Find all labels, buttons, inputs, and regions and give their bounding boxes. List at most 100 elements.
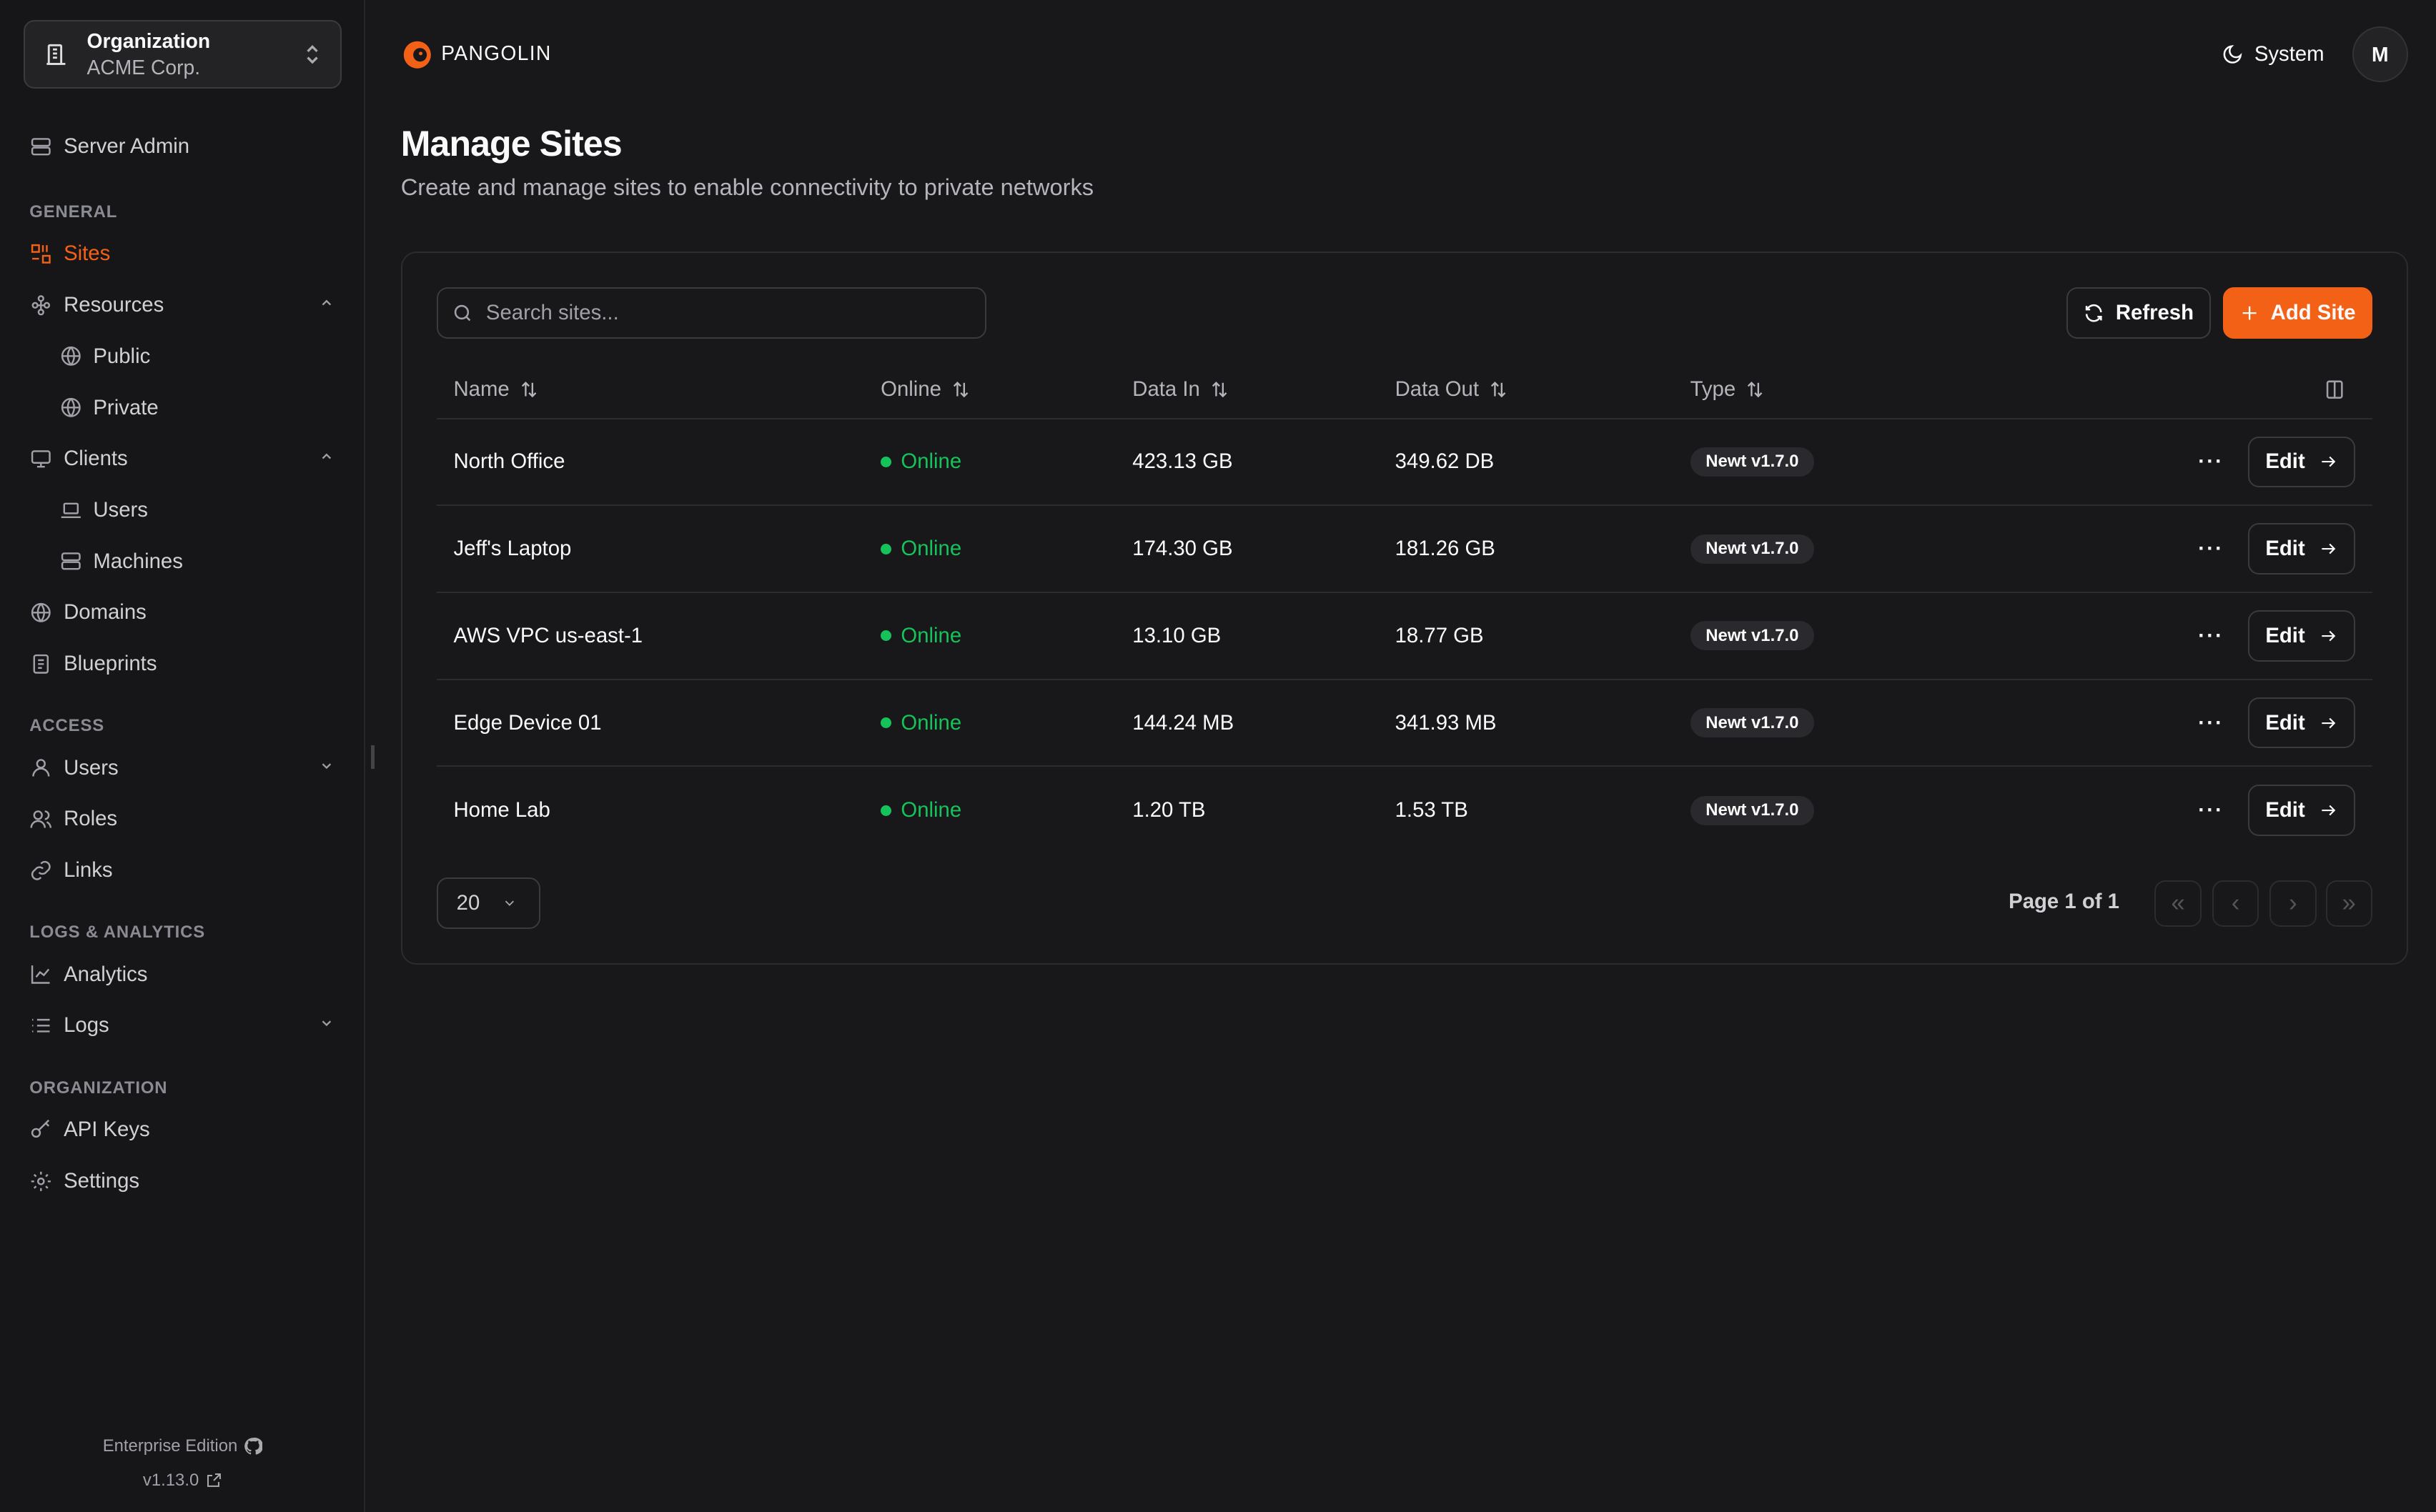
search-field[interactable]: [436, 287, 986, 339]
table-row: AWS VPC us-east-1 Online 13.10 GB 18.77 GB N…: [436, 593, 2372, 680]
sidebar-item-resources[interactable]: Resources: [0, 279, 365, 331]
blueprint-icon: [29, 652, 53, 676]
more-actions-icon[interactable]: ···: [2198, 798, 2224, 822]
next-page-button[interactable]: ›: [2269, 880, 2317, 927]
data-out: 1.53 TB: [1395, 798, 1468, 822]
edition-link[interactable]: Enterprise Edition: [0, 1436, 365, 1456]
refresh-button[interactable]: Refresh: [2066, 287, 2211, 339]
user-icon: [29, 756, 53, 780]
more-actions-icon[interactable]: ···: [2198, 537, 2224, 561]
section-heading: ORGANIZATION: [29, 1078, 168, 1098]
prev-page-button[interactable]: ‹: [2212, 880, 2259, 927]
org-name: ACME Corp.: [86, 56, 201, 79]
server-icon: [59, 549, 83, 573]
building-icon: [44, 42, 69, 67]
sidebar-item-settings[interactable]: Settings: [0, 1155, 365, 1207]
sidebar-item-users[interactable]: Users: [0, 742, 365, 794]
sidebar-item-analytics[interactable]: Analytics: [0, 949, 365, 1000]
type-cell: Newt v1.7.0: [1690, 621, 1815, 651]
status-label: Online: [901, 537, 962, 561]
site-name: Jeff's Laptop: [453, 537, 572, 561]
column-header[interactable]: Name: [453, 377, 539, 402]
chevron-up-icon[interactable]: [319, 449, 335, 464]
column-header[interactable]: Data Out: [1395, 377, 1509, 402]
status-label: Online: [901, 449, 962, 474]
first-page-button[interactable]: «: [2154, 880, 2202, 927]
brand[interactable]: PANGOLIN: [401, 37, 552, 70]
column-header[interactable]: Online: [881, 377, 971, 402]
sidebar-item-api-keys[interactable]: API Keys: [0, 1104, 365, 1155]
data-in: 144.24 MB: [1132, 710, 1234, 735]
edit-button[interactable]: Edit: [2247, 523, 2355, 575]
plus-icon: [2239, 303, 2259, 323]
add-site-button[interactable]: Add Site: [2223, 287, 2372, 339]
chart-icon: [29, 963, 53, 986]
sidebar-item-roles[interactable]: Roles: [0, 794, 365, 845]
column-label: Data Out: [1395, 377, 1479, 402]
sidebar-item-server-admin[interactable]: Server Admin: [0, 121, 365, 173]
status-dot: [881, 456, 892, 468]
sites-card: Refresh Add Site Name Online Data In Data O…: [400, 252, 2408, 965]
type-cell: Newt v1.7.0: [1690, 708, 1815, 738]
chevron-down-icon: [502, 895, 518, 911]
table-row: North Office Online 423.13 GB 349.62 DB Newt…: [436, 419, 2372, 507]
page-size-select[interactable]: 20: [436, 877, 541, 929]
chevron-down-icon[interactable]: [319, 1015, 335, 1031]
user-avatar[interactable]: M: [2352, 26, 2408, 83]
sidebar-item-sites[interactable]: Sites: [0, 228, 365, 279]
status-dot: [881, 805, 892, 816]
site-name: Home Lab: [453, 798, 550, 822]
edit-button[interactable]: Edit: [2247, 436, 2355, 488]
sidebar-item-label: Users: [93, 497, 148, 522]
status-dot: [881, 717, 892, 729]
sidebar-item-label: Roles: [64, 807, 118, 831]
status-cell: Online: [881, 449, 961, 474]
sidebar-item-links[interactable]: Links: [0, 845, 365, 896]
data-out: 181.26 GB: [1395, 537, 1495, 561]
version-link[interactable]: v1.13.0: [0, 1471, 365, 1491]
sidebar-item-domains[interactable]: Domains: [0, 587, 365, 639]
edit-button[interactable]: Edit: [2247, 785, 2355, 837]
column-header[interactable]: Data In: [1132, 377, 1229, 402]
sidebar-item-logs[interactable]: Logs: [0, 1000, 365, 1052]
sidebar-item-client-users[interactable]: Users: [0, 484, 365, 536]
column-label: Data In: [1132, 377, 1200, 402]
more-actions-icon[interactable]: ···: [2198, 710, 2224, 735]
column-header[interactable]: Type: [1690, 377, 1766, 402]
chevrons-right-icon: »: [2342, 890, 2356, 917]
sidebar-item-private[interactable]: Private: [0, 382, 365, 434]
search-input[interactable]: [485, 300, 952, 325]
chevrons-left-icon: «: [2171, 890, 2185, 917]
edit-button[interactable]: Edit: [2247, 610, 2355, 662]
arrow-right-icon: [2319, 801, 2337, 820]
sort-icon: [519, 379, 539, 399]
section-heading: GENERAL: [29, 202, 118, 222]
more-actions-icon[interactable]: ···: [2198, 623, 2224, 647]
sidebar-item-blueprints[interactable]: Blueprints: [0, 638, 365, 690]
more-actions-icon[interactable]: ···: [2198, 449, 2224, 474]
sidebar-item-machines[interactable]: Machines: [0, 536, 365, 587]
users-icon: [29, 807, 53, 831]
sort-icon: [1488, 379, 1508, 399]
chevron-down-icon[interactable]: [319, 758, 335, 774]
sidebar-resize-handle[interactable]: [371, 745, 375, 769]
sidebar-item-label: Users: [64, 755, 119, 780]
status-dot: [881, 543, 892, 554]
sidebar-item-public[interactable]: Public: [0, 331, 365, 382]
brand-name: PANGOLIN: [441, 41, 552, 65]
sidebar-item-clients[interactable]: Clients: [0, 433, 365, 484]
theme-toggle[interactable]: System: [2222, 42, 2324, 66]
sidebar-item-label: Blueprints: [64, 652, 157, 676]
refresh-label: Refresh: [2115, 300, 2194, 324]
sites-icon: [29, 242, 53, 266]
sidebar-item-label: Clients: [64, 447, 128, 471]
edit-label: Edit: [2265, 623, 2305, 647]
edit-button[interactable]: Edit: [2247, 697, 2355, 749]
columns-icon[interactable]: [2324, 379, 2345, 400]
search-icon: [452, 302, 473, 324]
chevron-up-icon[interactable]: [319, 295, 335, 311]
arrow-right-icon: [2319, 539, 2337, 558]
org-switcher[interactable]: Organization ACME Corp.: [23, 20, 342, 89]
last-page-button[interactable]: »: [2325, 880, 2372, 927]
arrow-right-icon: [2319, 452, 2337, 471]
